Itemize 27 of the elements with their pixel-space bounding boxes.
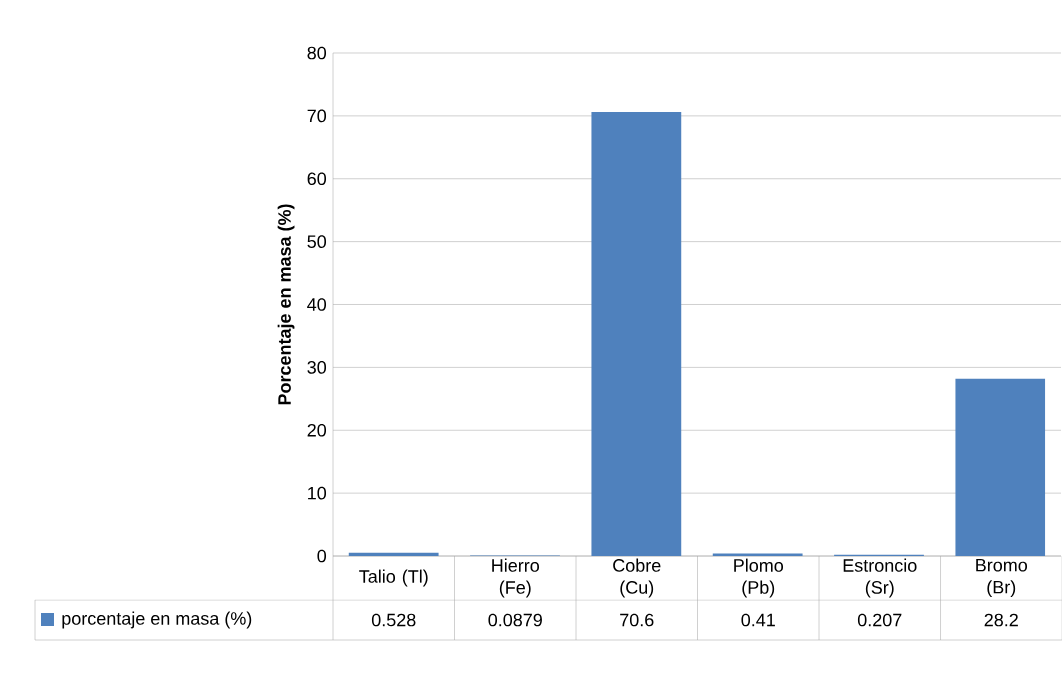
x-tick-label: Estroncio (Sr) (843, 558, 917, 598)
x-tick-label: Plomo (Pb) (734, 558, 784, 598)
bar (955, 378, 1046, 556)
data-label: 70.6 (620, 613, 654, 627)
data-label: 0.41 (741, 613, 775, 627)
y-tick-label: 20 (307, 423, 327, 437)
y-tick-label: 80 (307, 46, 327, 60)
bar (348, 552, 439, 556)
legend-label: porcentaje en masa (%) (62, 611, 252, 629)
y-tick-label: 0 (317, 549, 327, 563)
y-tick-label: 10 (308, 486, 327, 500)
y-tick-label: 40 (307, 298, 327, 311)
data-label: 0.528 (371, 613, 416, 627)
data-label: 0.207 (857, 613, 902, 627)
y-tick-label: 30 (307, 361, 327, 374)
y-tick-label: 70 (307, 109, 327, 123)
y-tick-label: 50 (307, 235, 327, 248)
bar (712, 553, 803, 556)
x-tick-label: Cobre (Cu) (613, 558, 661, 598)
data-label: 0.0879 (488, 613, 542, 627)
y-tick-label: 60 (307, 172, 327, 186)
x-tick-label: Talio (Tl) (359, 569, 428, 587)
y-axis-title: Porcentaje en masa (%) (277, 204, 295, 405)
data-label: 28.2 (984, 613, 1018, 627)
x-tick-label: Bromo (Br) (976, 558, 1028, 598)
bar (591, 112, 682, 556)
x-tick-label: Hierro (Fe) (492, 558, 540, 598)
